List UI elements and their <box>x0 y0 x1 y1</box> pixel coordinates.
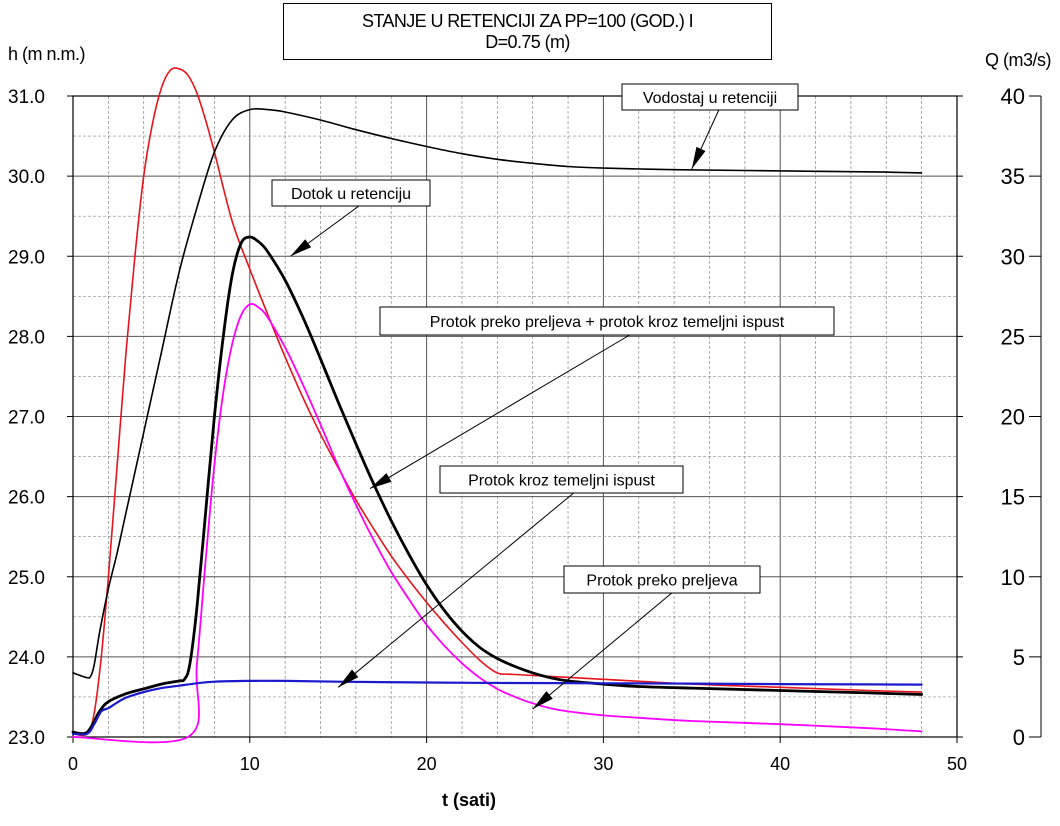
annotation-arrowhead <box>338 669 359 688</box>
y-left-tick-label: 28.0 <box>8 327 45 348</box>
y-left-tick-label: 25.0 <box>8 568 45 589</box>
y-axis-right-label: Q (m3/s) <box>985 50 1052 70</box>
y-right-tick-label: 35 <box>1001 164 1025 189</box>
y-left-tick-label: 29.0 <box>8 247 45 268</box>
annotation-arrowhead <box>370 473 392 489</box>
grid-lines <box>73 95 957 737</box>
y-axis-left-label: h (m n.m.) <box>8 44 86 64</box>
series-line-spillway <box>72 303 923 744</box>
y-right-tick-label: 25 <box>1001 324 1025 349</box>
annotation-leader <box>369 334 630 490</box>
y-right-tick-label: 40 <box>1001 84 1025 109</box>
x-tick-label: 40 <box>770 754 790 774</box>
y-left-tick-label: 26.0 <box>8 488 45 509</box>
chart-title-line2: D=0.75 (m) <box>485 31 570 52</box>
annotation-box <box>563 565 761 594</box>
chart-title-line1: STANJE U RETENCIJI ZA PP=100 (GOD.) I <box>361 10 694 31</box>
annotation-box <box>621 83 799 111</box>
series-line-level <box>72 107 923 679</box>
x-tick-label: 20 <box>417 754 437 774</box>
annotation-leader <box>532 592 673 710</box>
y-left-tick-label: 24.0 <box>8 648 45 669</box>
x-tick-label: 50 <box>947 754 967 774</box>
chart-title: STANJE U RETENCIJI ZA PP=100 (GOD.) I D=… <box>283 3 772 60</box>
y-left-tick-label: 23.0 <box>8 728 45 749</box>
annotation-label: Protok kroz temeljni ispust <box>468 473 655 490</box>
annotation-label: Protok preko preljeva <box>586 573 737 590</box>
annotation-label: Dotok u retenciju <box>291 186 411 203</box>
x-axis-label: t (sati) <box>442 790 496 810</box>
y-right-tick-label: 30 <box>1001 244 1025 269</box>
y-right-tick-label: 5 <box>1013 645 1025 670</box>
series-line-inflow <box>72 67 923 737</box>
series-line-total <box>71 235 923 736</box>
annotation-label: Vodostaj u retenciji <box>643 90 777 107</box>
y-right-tick-label: 20 <box>1001 405 1025 430</box>
y-right-tick-label: 10 <box>1001 565 1025 590</box>
x-tick-label: 0 <box>68 754 78 774</box>
x-tick-label: 10 <box>240 754 260 774</box>
annotation-arrowhead <box>290 239 312 257</box>
annotations: Vodostaj u retenciji Dotok u retenciju Pro… <box>271 83 835 710</box>
axis-ticks: 0 10 20 30 40 5023.024.025.026.027.028.029.03… <box>8 84 1042 774</box>
annotation-arrowhead <box>532 691 553 709</box>
y-right-tick-label: 15 <box>1001 485 1025 510</box>
annotation-arrowhead <box>691 146 706 169</box>
series-lines <box>71 67 923 744</box>
annotation-box <box>271 179 431 207</box>
y-left-tick-label: 30.0 <box>8 167 45 188</box>
y-left-tick-label: 27.0 <box>8 408 45 429</box>
annotation-box <box>379 306 835 336</box>
x-tick-label: 30 <box>593 754 613 774</box>
annotation-leader <box>337 492 574 688</box>
annotation-box <box>439 465 684 494</box>
series-line-outlet <box>71 679 923 736</box>
annotation-label: Protok preko preljeva + protok kroz teme… <box>430 314 785 331</box>
y-left-tick-label: 31.0 <box>8 87 45 108</box>
y-right-tick-label: 0 <box>1013 725 1025 750</box>
